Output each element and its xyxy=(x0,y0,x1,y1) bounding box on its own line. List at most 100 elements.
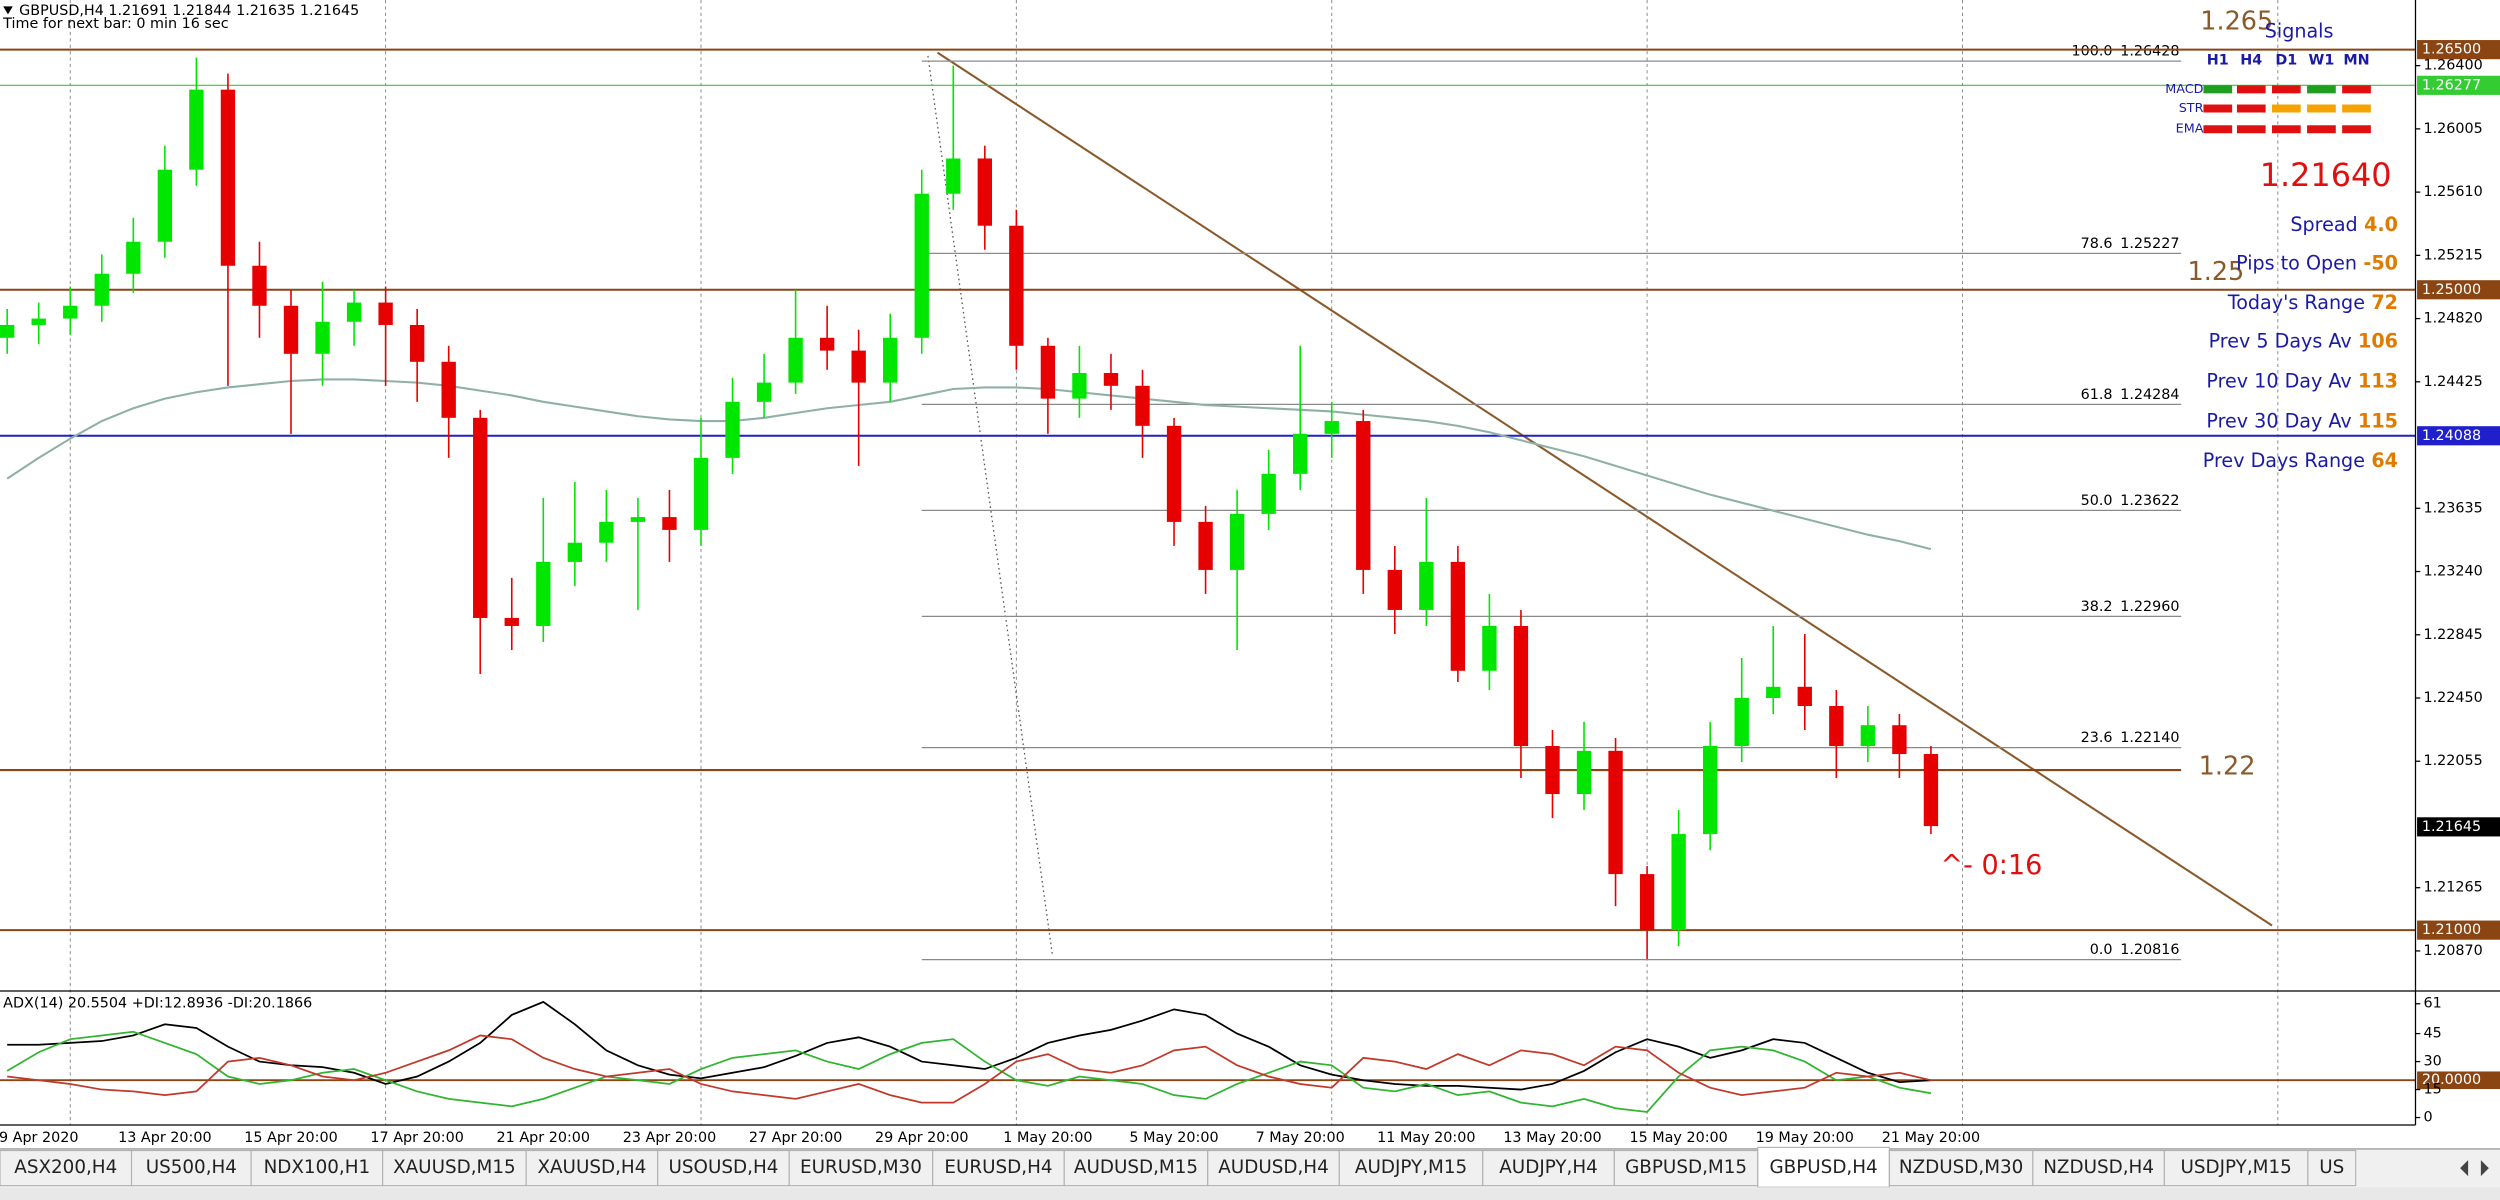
x-tick-label: 17 Apr 20:00 xyxy=(370,1130,463,1146)
price-marker xyxy=(2417,817,2500,837)
info-label: Prev 5 Days Av xyxy=(2209,329,2352,352)
tab-label[interactable]: US xyxy=(2319,1157,2344,1178)
indicator-y-tick-label: 0 xyxy=(2423,1110,2432,1126)
indicator-title: ADX(14) 20.5504 +DI:12.8936 -DI:20.1866 xyxy=(3,996,312,1012)
chart-title: GBPUSD,H4 1.21691 1.21844 1.21635 1.2164… xyxy=(19,3,359,19)
tab-label[interactable]: NDX100,H1 xyxy=(264,1157,371,1178)
signal-swatch xyxy=(2203,125,2233,134)
x-tick-label: 21 May 20:00 xyxy=(1882,1130,1980,1146)
tab[interactable] xyxy=(1207,1149,1340,1187)
tab-label[interactable]: US500,H4 xyxy=(146,1157,237,1178)
candle-body xyxy=(1766,686,1781,698)
fib-price: 1.22960 xyxy=(2120,599,2179,615)
indicator-line xyxy=(6,1030,1932,1113)
status-bar xyxy=(0,1187,2500,1200)
fib-price: 1.26428 xyxy=(2120,44,2179,60)
tab[interactable] xyxy=(130,1149,252,1187)
candle-body xyxy=(1356,421,1371,570)
info-label: Spread xyxy=(2290,212,2357,235)
candle-body xyxy=(1797,686,1812,707)
info-value: 115 xyxy=(2358,409,2398,432)
fib-ratio: 0.0 xyxy=(2090,942,2113,958)
x-tick-label: 13 Apr 20:00 xyxy=(118,1130,211,1146)
tab[interactable] xyxy=(0,1149,133,1187)
tab-scroll-left[interactable] xyxy=(2460,1160,2469,1177)
tab[interactable] xyxy=(1613,1149,1759,1187)
tab-label[interactable]: NZDUSD,H4 xyxy=(2043,1157,2154,1178)
price-marker xyxy=(2417,920,2500,940)
candle-body xyxy=(252,265,267,306)
info-row: Prev 30 Day Av 115 xyxy=(2206,409,2398,432)
tab[interactable] xyxy=(1888,1149,2034,1187)
tab[interactable] xyxy=(932,1149,1065,1187)
y-tick-label: 1.26005 xyxy=(2423,121,2482,137)
tab-label[interactable]: GBPUSD,H4 xyxy=(1769,1157,1877,1178)
price-marker xyxy=(2417,40,2500,60)
tab[interactable] xyxy=(2307,1149,2357,1187)
signal-row: STR xyxy=(2179,101,2204,116)
candle-body xyxy=(1892,725,1907,755)
x-tick-label: 15 May 20:00 xyxy=(1629,1130,1727,1146)
info-row: Prev 5 Days Av 106 xyxy=(2209,329,2398,352)
tab-label[interactable]: ASX200,H4 xyxy=(14,1157,117,1178)
tab[interactable] xyxy=(657,1149,790,1187)
candle-body xyxy=(1829,706,1844,747)
x-tick-label: 5 May 20:00 xyxy=(1129,1130,1218,1146)
fib-price: 1.24284 xyxy=(2120,387,2179,403)
tab-label[interactable]: AUDJPY,M15 xyxy=(1355,1157,1467,1178)
y-tick-label: 1.25215 xyxy=(2423,247,2482,263)
info-value: 106 xyxy=(2358,329,2398,352)
tab-label[interactable]: GBPUSD,M15 xyxy=(1625,1157,1747,1178)
tab[interactable] xyxy=(1338,1149,1484,1187)
tab-scroll-right[interactable] xyxy=(2480,1160,2489,1177)
annotation: 1.22 xyxy=(2199,752,2256,782)
indicator-y-tick-label: 30 xyxy=(2423,1054,2441,1070)
tab[interactable] xyxy=(1482,1149,1615,1187)
candle-body xyxy=(220,89,236,266)
x-tick-label: 19 May 20:00 xyxy=(1756,1130,1854,1146)
current-price: 1.21640 xyxy=(2260,156,2392,194)
candle-body xyxy=(567,542,583,562)
candle-body xyxy=(315,321,330,354)
info-row: Spread 4.0 xyxy=(2290,212,2398,235)
tab-label[interactable]: EURUSD,H4 xyxy=(944,1157,1052,1178)
tab[interactable] xyxy=(2163,1149,2309,1187)
tab-label[interactable]: XAUUSD,M15 xyxy=(393,1157,516,1178)
candle-body xyxy=(1923,754,1939,827)
tab-label[interactable]: USDJPY,M15 xyxy=(2180,1157,2291,1178)
annotation: 1.265 xyxy=(2200,6,2273,36)
tab[interactable] xyxy=(250,1149,384,1187)
fib-ratio: 78.6 xyxy=(2081,236,2113,252)
tab-label[interactable]: AUDJPY,H4 xyxy=(1499,1157,1598,1178)
y-tick-label: 1.20870 xyxy=(2423,943,2482,959)
tab[interactable] xyxy=(788,1149,934,1187)
signal-swatch xyxy=(2236,85,2266,94)
info-row: Prev 10 Day Av 113 xyxy=(2206,369,2398,392)
candle-body xyxy=(1639,874,1655,931)
candle-body xyxy=(157,169,173,242)
candle-body xyxy=(630,517,646,522)
tab-label[interactable]: USOUSD,H4 xyxy=(669,1157,779,1178)
candle-body xyxy=(756,382,772,402)
bar-timer: ^- 0:16 xyxy=(1940,850,2042,881)
dropdown-icon[interactable] xyxy=(3,6,13,15)
tab-label[interactable]: EURUSD,M30 xyxy=(800,1157,922,1178)
signal-swatch xyxy=(2203,104,2233,113)
candle-body xyxy=(409,324,425,362)
trend-line xyxy=(936,51,2273,927)
candle-body xyxy=(1135,385,1150,426)
signal-swatch xyxy=(2236,125,2266,134)
indicator-y-tick-label: 15 xyxy=(2423,1082,2441,1098)
indicator-level-marker xyxy=(2417,1071,2500,1090)
signal-column: H1 xyxy=(2207,53,2229,69)
tab-label[interactable]: XAUUSD,H4 xyxy=(537,1157,646,1178)
signal-swatch xyxy=(2272,125,2301,134)
tab-label[interactable]: AUDUSD,M15 xyxy=(1074,1157,1198,1178)
tab[interactable] xyxy=(2032,1149,2165,1187)
tab-label[interactable]: NZDUSD,M30 xyxy=(1899,1157,2023,1178)
tab[interactable] xyxy=(1757,1146,1890,1188)
tab-label[interactable]: AUDUSD,H4 xyxy=(1218,1157,1328,1178)
signal-column: H4 xyxy=(2240,53,2262,69)
price-marker-label: 1.26500 xyxy=(2422,42,2481,58)
price-marker xyxy=(2417,75,2500,95)
